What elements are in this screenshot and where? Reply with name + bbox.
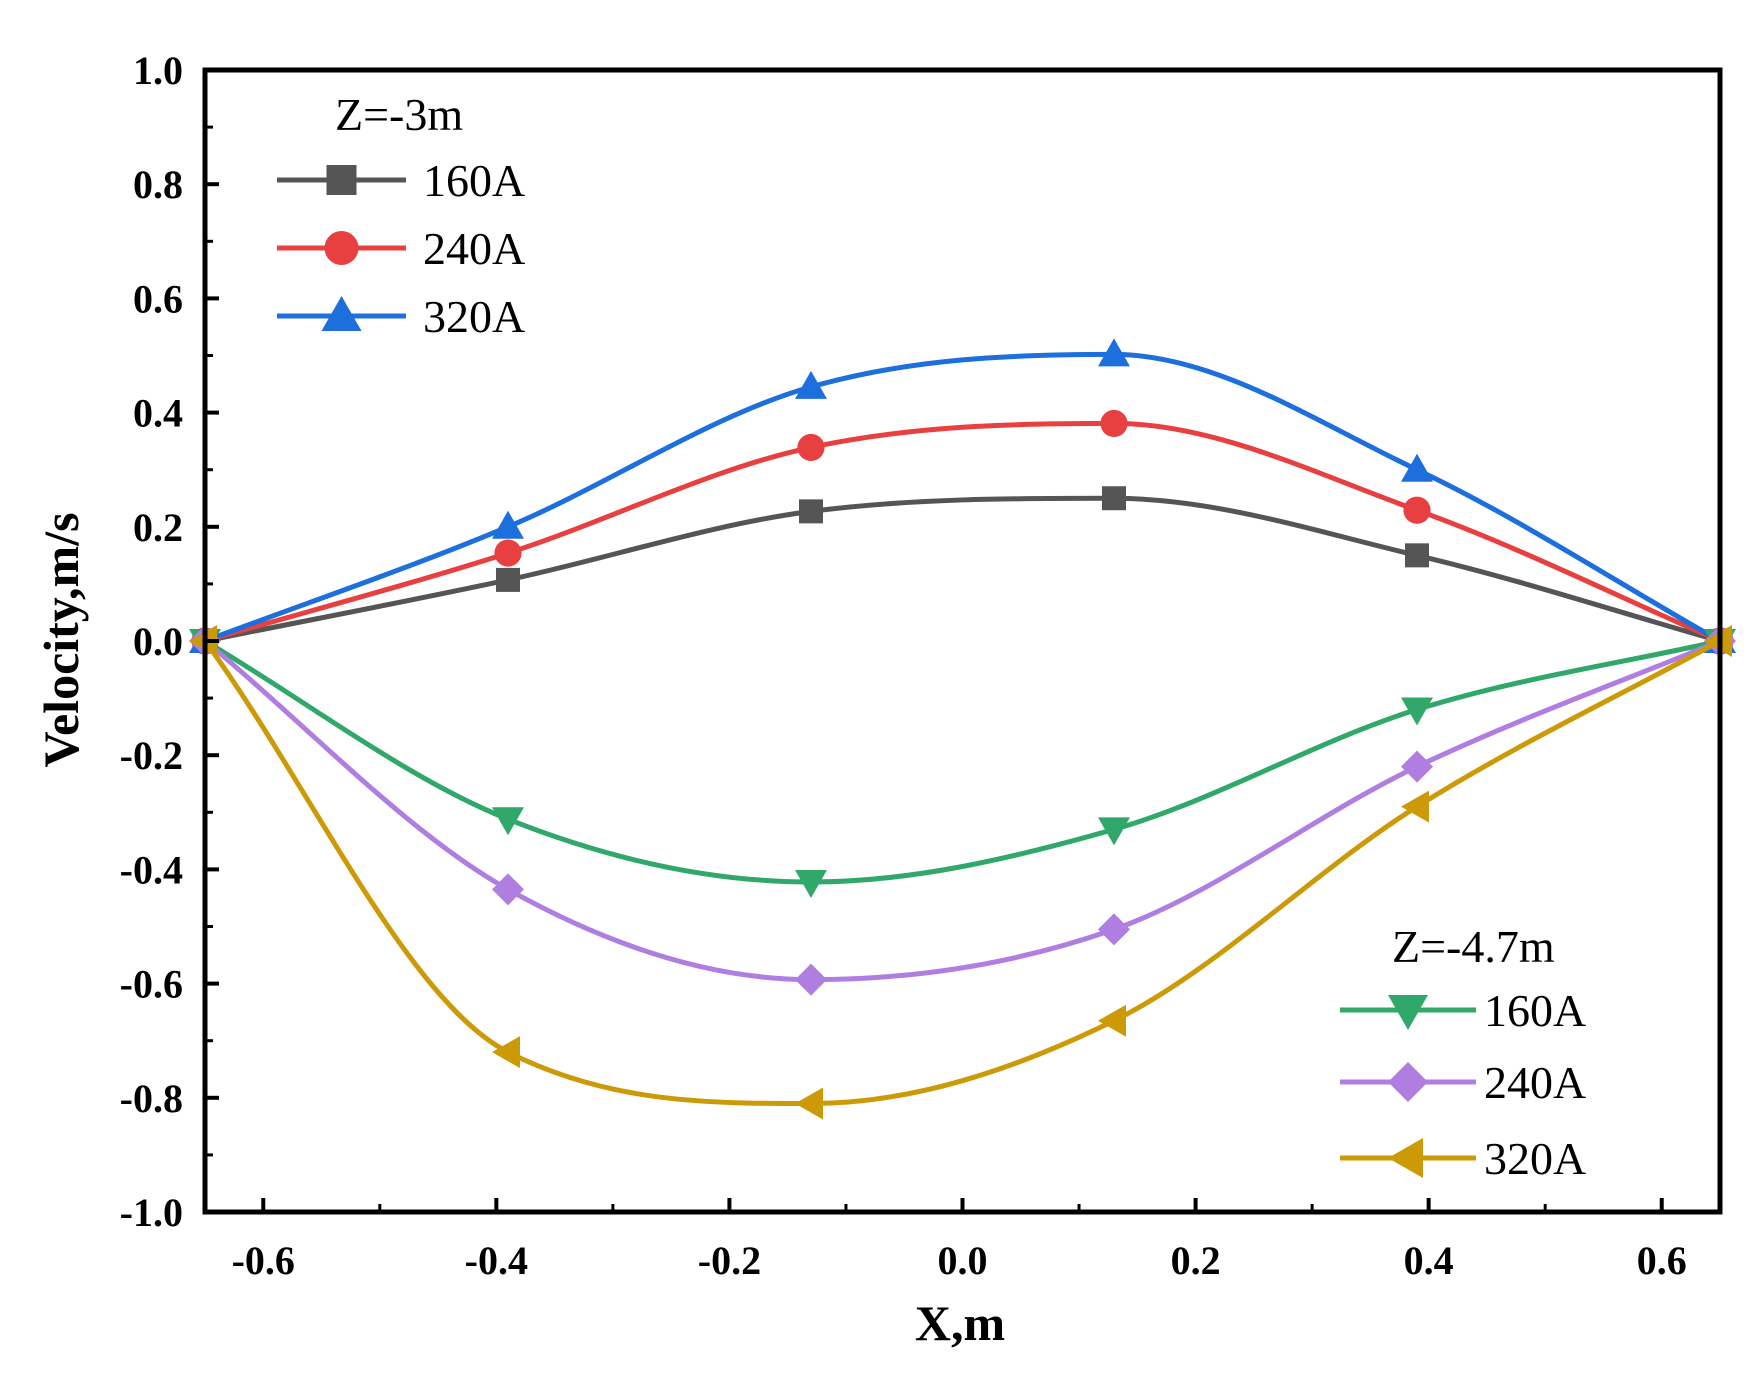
series-line	[204, 351, 1722, 644]
legend-label: 160A	[1484, 985, 1586, 1036]
legend-label: 320A	[423, 291, 525, 342]
data-point	[1401, 790, 1429, 823]
legend-item: 240A	[277, 223, 525, 274]
legend-title: Z=-3m	[335, 89, 463, 140]
y-tick-label: 0.8	[133, 162, 183, 207]
data-point	[1403, 496, 1431, 524]
legend-swatch-marker	[321, 296, 362, 331]
series-line	[203, 638, 1721, 983]
data-point	[1098, 913, 1130, 946]
x-tick-label: 0.4	[1404, 1238, 1454, 1283]
data-point	[795, 870, 827, 898]
legend-label: 240A	[423, 223, 525, 274]
axes: 1.0 0.8 0.6 0.4 0.2 0.0 -0.2 -0.4 -0.6 -0.8 -1.0 -0…	[120, 48, 1723, 1283]
data-point	[795, 1087, 823, 1120]
y-tick-label: -0.2	[120, 733, 183, 778]
data-point	[494, 539, 522, 567]
data-point	[492, 1036, 520, 1069]
x-axis-title: X,m	[915, 1295, 1005, 1351]
data-point	[1401, 750, 1433, 783]
series-line	[203, 638, 1721, 885]
y-tick-label: -0.6	[120, 962, 183, 1007]
y-tick-label: -0.4	[120, 847, 183, 892]
data-point	[1098, 817, 1130, 846]
x-tick-label: -0.4	[465, 1238, 528, 1283]
legend-label: 240A	[1484, 1057, 1586, 1108]
legend-item: 320A	[1340, 1133, 1586, 1184]
data-point	[1102, 486, 1126, 511]
series-line	[204, 420, 1721, 644]
legend-item: 240A	[1340, 1057, 1586, 1108]
data-point	[492, 807, 524, 836]
legend-group-z47m: Z=-4.7m 160A 240A 320A	[1340, 921, 1586, 1184]
legend-swatch-marker	[326, 165, 357, 195]
data-point	[795, 370, 827, 399]
legend-swatch-marker	[324, 231, 359, 265]
y-tick-label: 0.4	[133, 391, 183, 436]
legend-title: Z=-4.7m	[1392, 921, 1555, 972]
data-point	[797, 433, 825, 462]
legend-label: 320A	[1484, 1133, 1586, 1184]
legend-label: 160A	[423, 155, 525, 206]
legend-item: 160A	[277, 155, 525, 206]
y-tick-label: 1.0	[133, 48, 183, 93]
data-point	[1100, 409, 1128, 438]
legend-item: 320A	[277, 291, 525, 342]
x-tick-label: 0.6	[1637, 1238, 1687, 1283]
x-tick-label: -0.6	[232, 1238, 295, 1283]
data-point	[1098, 338, 1130, 367]
data-point	[496, 567, 520, 592]
data-point	[492, 873, 524, 906]
series-line	[202, 638, 1722, 1106]
data-point	[799, 499, 823, 524]
x-tick-label: 0.2	[1171, 1238, 1221, 1283]
x-tick-label: -0.2	[698, 1238, 761, 1283]
y-tick-label: 0.2	[133, 505, 183, 550]
data-point	[492, 510, 524, 539]
y-tick-label: 0.0	[133, 619, 183, 664]
data-point	[1401, 697, 1433, 726]
plot-area	[189, 338, 1736, 1120]
legend-swatch-marker	[1388, 995, 1428, 1030]
data-point	[1405, 543, 1429, 568]
legend-swatch-marker	[1388, 1138, 1423, 1178]
legend: Z=-3m 160A 240A 320A Z=-4.7m 160A 240A 320A	[277, 89, 1586, 1184]
x-tick-label: 0.0	[938, 1238, 988, 1283]
data-point	[1098, 1004, 1126, 1037]
series-line	[204, 495, 1721, 644]
legend-item: 160A	[1340, 985, 1586, 1036]
legend-group-z3m: Z=-3m 160A 240A 320A	[277, 89, 525, 342]
data-point	[1401, 453, 1433, 482]
y-tick-label: 0.6	[133, 276, 183, 321]
y-tick-label: -0.8	[120, 1076, 183, 1121]
data-point	[795, 963, 827, 996]
y-axis-title: Velocity,m/s	[33, 512, 89, 767]
legend-swatch-marker	[1388, 1062, 1428, 1102]
y-tick-label: -1.0	[120, 1190, 183, 1235]
